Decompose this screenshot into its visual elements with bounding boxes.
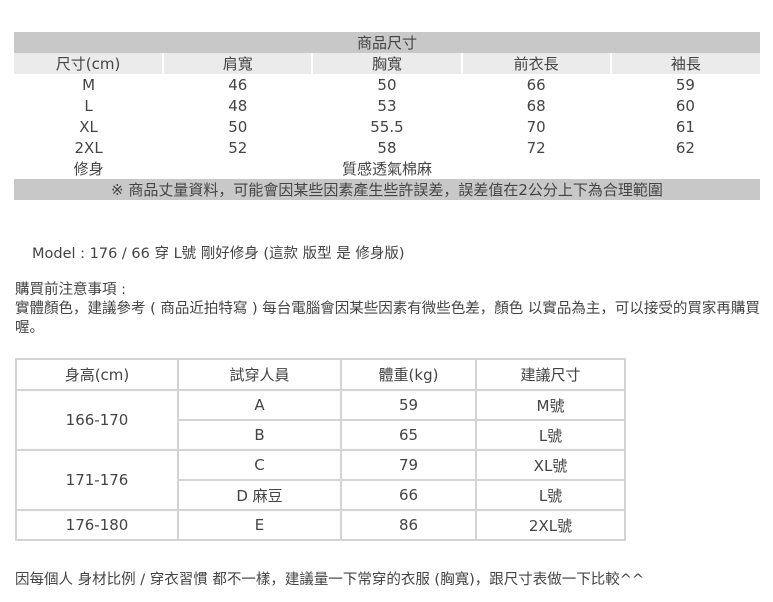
purchase-notice: 購買前注意事項 : 實體顏色，建議參考 ( 商品近拍特寫 ) 每台電腦會因某些因… (15, 281, 765, 338)
cell: 68 (526, 96, 546, 115)
col-header: 體重(kg) (340, 358, 477, 391)
col-header: 肩寬 (162, 53, 313, 74)
notice-body: 實體顏色，建議參考 ( 商品近拍特寫 ) 每台電腦會因某些因素有微些色差，顏色 … (15, 301, 760, 336)
cell: C (177, 449, 342, 481)
cell: 52 (228, 138, 248, 157)
cell: A (177, 389, 342, 421)
cell: 61 (675, 117, 695, 136)
table-row: L 48 53 68 60 (14, 95, 760, 116)
height-range: 166-170 (15, 389, 179, 451)
cell: XL號 (475, 449, 626, 481)
cell: 58 (377, 138, 397, 157)
col-header: 前衣長 (460, 53, 611, 74)
material: 質感透氣棉麻 (341, 160, 432, 178)
cell: M (82, 75, 96, 94)
col-header: 尺寸(cm) (14, 53, 164, 74)
footer-note: 因每個人 身材比例 / 穿衣習慣 都不一樣，建議量一下常穿的衣服 (胸寬)，跟尺… (15, 572, 645, 588)
model-info: Model : 176 / 66 穿 L號 剛好修身 (這款 版型 是 修身版) (32, 246, 405, 262)
col-header: 建議尺寸 (475, 358, 626, 391)
cell: 46 (228, 75, 248, 94)
cell: 70 (526, 117, 546, 136)
cell: 50 (377, 75, 397, 94)
cell: 53 (377, 96, 397, 115)
cell: 66 (526, 75, 546, 94)
cell: 2XL號 (475, 509, 626, 541)
col-header: 試穿人員 (177, 358, 342, 391)
cell: 55.5 (370, 117, 404, 136)
table-row: 171-176 C 79 XL號 (15, 449, 626, 511)
cell: 59 (340, 389, 477, 421)
cell: XL (79, 117, 98, 136)
cell: 50 (228, 117, 248, 136)
cell: 65 (340, 419, 477, 451)
cell: E (177, 509, 342, 541)
table-row: M 46 50 66 59 (14, 74, 760, 95)
cell: 60 (675, 96, 695, 115)
cell: M號 (475, 389, 626, 421)
cell: 66 (340, 479, 477, 511)
col-header: 袖長 (609, 53, 760, 74)
size-table-title: 商品尺寸 (14, 32, 760, 53)
notice-title: 購買前注意事項 : (15, 282, 126, 298)
col-header: 胸寬 (311, 53, 462, 74)
cell: 2XL (74, 138, 103, 157)
height-range: 176-180 (15, 509, 179, 541)
measurement-note: ※ 商品丈量資料，可能會因某些因素產生些許誤差，誤差值在2公分上下為合理範圍 (14, 179, 760, 200)
cell: L (84, 96, 93, 115)
cell: 72 (526, 138, 546, 157)
table-row: 166-170 A 59 M號 (15, 389, 626, 451)
table-row: XL 50 55.5 70 61 (14, 116, 760, 137)
height-range: 171-176 (15, 449, 179, 511)
table-row: 176-180 E 86 2XL號 (15, 509, 626, 541)
cell: B (177, 419, 342, 451)
cell: 59 (675, 75, 695, 94)
table-row: B 65 L號 (16, 419, 626, 451)
table-row: D 麻豆 66 L號 (16, 479, 626, 511)
cell: L號 (475, 479, 626, 511)
cell: L號 (475, 419, 626, 451)
cell: 79 (340, 449, 477, 481)
size-table: 商品尺寸 尺寸(cm) 肩寬 胸寬 前衣長 袖長 M 46 50 66 59 L 48 53… (14, 32, 760, 200)
col-header: 身高(cm) (15, 358, 179, 391)
cell: 48 (228, 96, 248, 115)
cell: 86 (340, 509, 477, 541)
fit-type: 修身 (73, 160, 104, 178)
table-row: 2XL 52 58 72 62 (14, 137, 760, 158)
cell: 62 (675, 138, 695, 157)
cell: D 麻豆 (177, 479, 342, 511)
fit-table: 身高(cm) 試穿人員 體重(kg) 建議尺寸 166-170 A 59 M號 B 65… (15, 358, 626, 541)
